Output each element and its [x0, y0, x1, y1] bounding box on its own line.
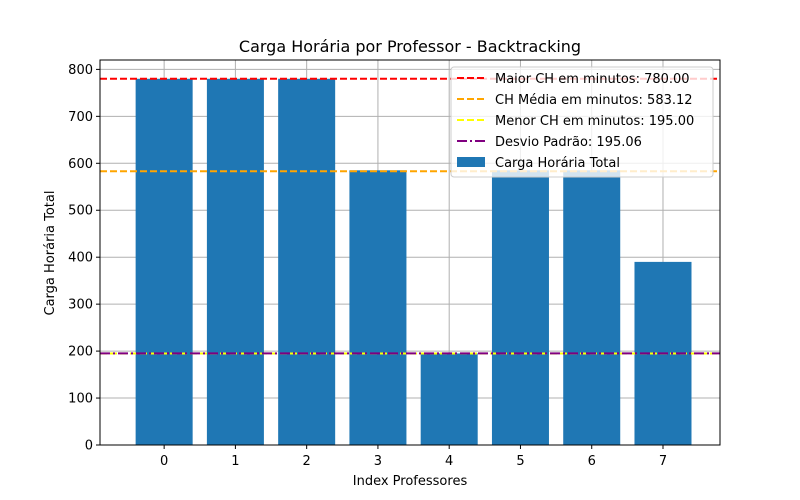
y-tick-label: 100: [68, 392, 93, 407]
y-tick-label: 400: [68, 251, 93, 266]
legend-label: Carga Horária Total: [495, 156, 620, 171]
legend: Maior CH em minutos: 780.00 CH Média em m…: [450, 66, 714, 178]
x-tick-label: 3: [374, 454, 382, 469]
legend-box: [450, 66, 714, 178]
bars: [135, 78, 692, 445]
bar: [349, 170, 407, 445]
bar: [206, 78, 264, 445]
x-tick-label: 1: [231, 454, 239, 469]
x-tick-label: 4: [445, 454, 453, 469]
chart-title: Carga Horária por Professor - Backtracki…: [239, 37, 581, 56]
legend-label: Desvio Padrão: 195.06: [495, 135, 642, 150]
y-tick-label: 800: [68, 63, 93, 78]
y-tick-label: 0: [85, 439, 93, 454]
bar: [420, 353, 478, 445]
legend-label: Menor CH em minutos: 195.00: [495, 114, 694, 129]
x-axis-ticks: 0 1 2 3 4 5 6 7: [160, 445, 667, 469]
legend-label: CH Média em minutos: 583.12: [495, 93, 693, 108]
x-tick-label: 5: [516, 454, 524, 469]
y-tick-label: 500: [68, 204, 93, 219]
bar: [278, 78, 336, 445]
x-axis-label: Index Professores: [353, 474, 468, 489]
plot-frame: [99, 59, 721, 446]
x-tick-label: 6: [588, 454, 596, 469]
bar: [563, 170, 621, 445]
bar: [491, 170, 549, 445]
y-axis-ticks: 0 100 200 300 400 500 600 700 800: [68, 63, 100, 454]
legend-label: Maior CH em minutos: 780.00: [495, 72, 690, 87]
y-tick-label: 700: [68, 110, 93, 125]
y-tick-label: 200: [68, 345, 93, 360]
y-tick-label: 300: [68, 298, 93, 313]
x-tick-label: 7: [659, 454, 667, 469]
bar: [135, 78, 193, 445]
legend-bar-swatch: [457, 157, 485, 167]
y-tick-label: 600: [68, 157, 93, 172]
y-axis-label: Carga Horária Total: [43, 191, 58, 316]
x-tick-label: 2: [303, 454, 311, 469]
x-tick-label: 0: [160, 454, 168, 469]
